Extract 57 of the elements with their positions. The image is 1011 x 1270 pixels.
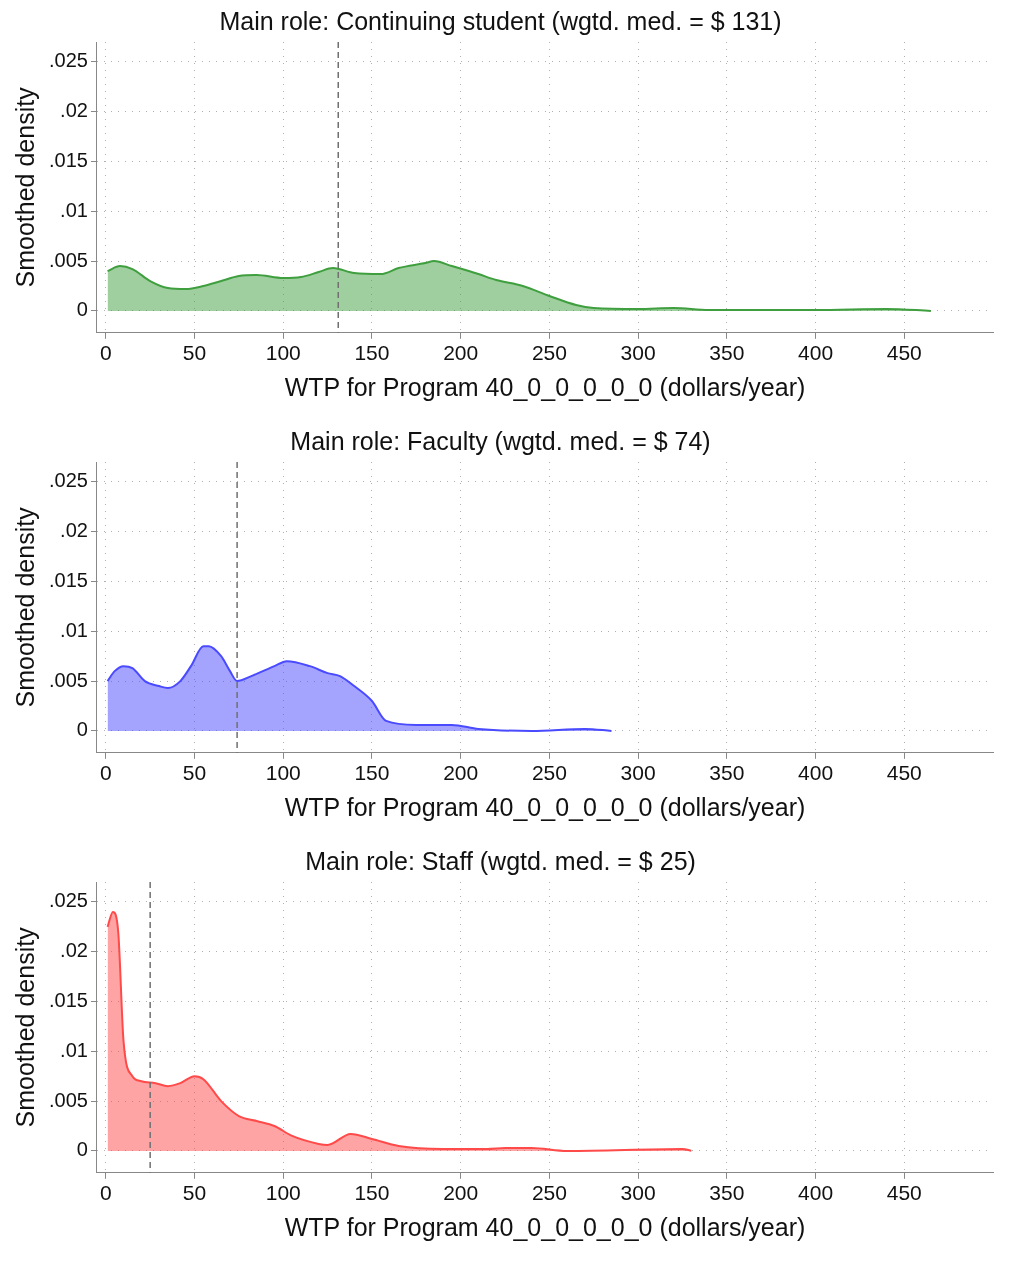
y-tick-label: .02 (60, 519, 88, 542)
y-tick-label: .02 (60, 939, 88, 962)
x-tick-label: 300 (620, 761, 656, 785)
x-tick-label: 450 (886, 341, 922, 365)
y-tick-label: 0 (76, 298, 88, 321)
x-tick-label: 350 (709, 341, 745, 365)
x-axis-title: WTP for Program 40_0_0_0_0_0 (dollars/year) (284, 792, 806, 821)
x-tick-label: 200 (443, 341, 479, 365)
chart-title: Main role: Staff (wgtd. med. = $ 25) (305, 846, 696, 875)
y-axis-title: Smoothed density (10, 926, 39, 1128)
x-tick-label: 350 (709, 761, 745, 785)
y-tick-label: 0 (76, 1138, 88, 1161)
x-axis-title: WTP for Program 40_0_0_0_0_0 (dollars/year) (284, 1212, 806, 1241)
y-tick-label: .005 (48, 668, 88, 691)
y-tick-label: .02 (60, 99, 88, 122)
x-tick-label: 100 (265, 1181, 301, 1205)
y-tick-label: 0 (76, 718, 88, 741)
x-tick-label: 400 (798, 1181, 834, 1205)
y-tick-label: .01 (60, 1038, 88, 1061)
y-axis-title: Smoothed density (10, 506, 39, 708)
y-tick-label: .025 (48, 469, 88, 492)
x-tick-label: 450 (886, 761, 922, 785)
y-tick-label: .005 (48, 248, 88, 271)
y-tick-label: .015 (48, 989, 88, 1012)
y-tick-label: .015 (48, 569, 88, 592)
y-tick-label: .01 (60, 198, 88, 221)
x-tick-label: 200 (443, 761, 479, 785)
x-tick-label: 200 (443, 1181, 479, 1205)
x-tick-label: 400 (798, 341, 834, 365)
y-tick-label: .015 (48, 149, 88, 172)
x-axis-title: WTP for Program 40_0_0_0_0_0 (dollars/year) (284, 372, 806, 401)
y-tick-label: .01 (60, 618, 88, 641)
chart-title: Main role: Faculty (wgtd. med. = $ 74) (290, 426, 711, 455)
y-tick-label: .005 (48, 1088, 88, 1111)
x-tick-label: 0 (99, 761, 112, 785)
x-tick-label: 150 (354, 761, 390, 785)
chart-title: Main role: Continuing student (wgtd. med. = $ 131) (219, 6, 782, 35)
x-tick-label: 50 (182, 761, 207, 785)
x-tick-label: 150 (354, 1181, 390, 1205)
x-tick-label: 150 (354, 341, 390, 365)
x-tick-label: 250 (531, 1181, 567, 1205)
x-tick-label: 300 (620, 341, 656, 365)
y-tick-label: .025 (48, 49, 88, 72)
x-tick-label: 0 (99, 341, 112, 365)
x-tick-label: 400 (798, 761, 834, 785)
x-tick-label: 300 (620, 1181, 656, 1205)
x-tick-label: 50 (182, 1181, 207, 1205)
x-tick-label: 100 (265, 761, 301, 785)
x-tick-label: 450 (886, 1181, 922, 1205)
y-axis-title: Smoothed density (10, 86, 39, 288)
x-tick-label: 250 (531, 761, 567, 785)
x-tick-label: 250 (531, 341, 567, 365)
x-tick-label: 0 (99, 1181, 112, 1205)
y-tick-label: .025 (48, 889, 88, 912)
x-tick-label: 350 (709, 1181, 745, 1205)
x-tick-label: 50 (182, 341, 207, 365)
x-tick-label: 100 (265, 341, 301, 365)
